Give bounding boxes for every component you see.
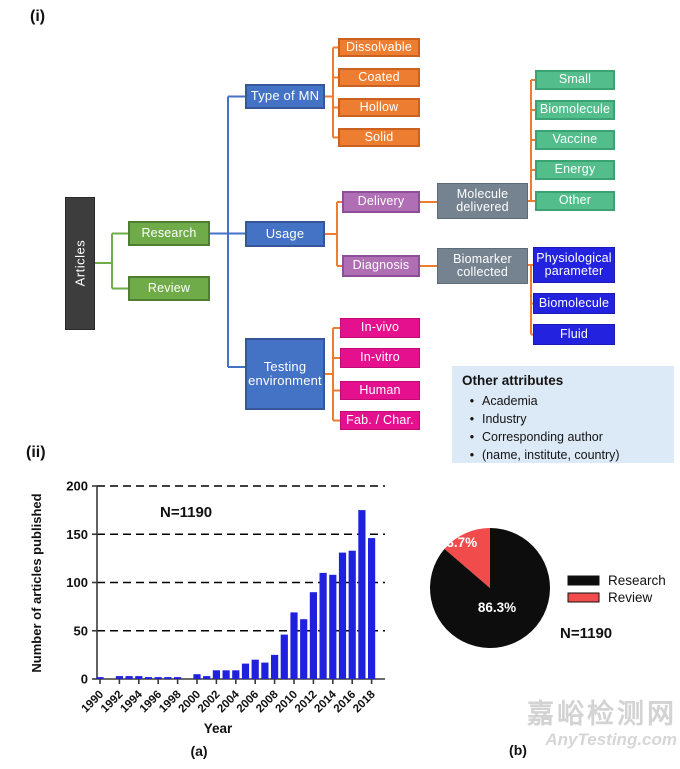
bar-2015 bbox=[338, 552, 347, 679]
node-small: Small bbox=[535, 70, 615, 90]
bar-2013 bbox=[319, 572, 327, 679]
list-item: • Academia bbox=[462, 392, 664, 410]
pie-percentage-label: 86.3% bbox=[478, 600, 516, 615]
other-attributes-title: Other attributes bbox=[462, 373, 564, 388]
connector-green bbox=[95, 232, 128, 290]
node-hollow: Hollow bbox=[338, 98, 420, 117]
bar-2011 bbox=[300, 619, 308, 679]
node-biomarker-collected: Biomarker collected bbox=[437, 248, 528, 284]
y-axis-label: Number of articles published bbox=[29, 493, 44, 672]
node-energy: Energy bbox=[535, 160, 615, 180]
other-attributes-box: Other attributes • Academia • Industry • Co… bbox=[452, 366, 674, 463]
node-fluid: Fluid bbox=[533, 324, 615, 345]
bar-1998 bbox=[174, 677, 182, 679]
list-item: • Corresponding author bbox=[462, 428, 664, 446]
bullet-icon: • bbox=[469, 394, 475, 408]
node-dissolvable: Dissolvable bbox=[338, 38, 420, 57]
bar-2009 bbox=[280, 634, 288, 679]
pie-slice-research bbox=[430, 528, 551, 648]
panel-ii-label: (ii) bbox=[26, 444, 46, 461]
bar-1990 bbox=[96, 677, 104, 679]
bar-1995 bbox=[144, 677, 153, 679]
legend-swatch-research bbox=[567, 575, 600, 586]
bar-1996 bbox=[154, 677, 162, 679]
bar-1992 bbox=[115, 676, 123, 679]
node-physiological-parameter: Physiological parameter bbox=[533, 247, 615, 283]
watermark-en: AnyTesting.com bbox=[545, 729, 677, 749]
bar-2002 bbox=[212, 670, 220, 679]
watermark: 嘉峪检测网 AnyTesting.com bbox=[527, 699, 677, 750]
y-tick-label: 100 bbox=[66, 575, 88, 590]
node-testing-environment: Testing environment bbox=[245, 338, 325, 410]
bar-2010 bbox=[290, 612, 298, 679]
legend-swatch-review bbox=[567, 592, 600, 603]
bar-1994 bbox=[135, 676, 143, 679]
bullet-icon: • bbox=[469, 448, 475, 462]
bar-2017 bbox=[358, 510, 366, 679]
y-tick-label: 150 bbox=[66, 527, 88, 542]
node-diagnosis: Diagnosis bbox=[342, 255, 420, 277]
bar-1993 bbox=[125, 676, 133, 679]
bar-2008 bbox=[271, 654, 279, 679]
y-tick-label: 200 bbox=[66, 479, 88, 494]
node-coated: Coated bbox=[338, 68, 420, 87]
node-human: Human bbox=[340, 381, 420, 400]
bar-2007 bbox=[261, 662, 269, 679]
bar-chart: 0501001502001990199219941996199820002002… bbox=[29, 479, 385, 736]
node-molecule-delivered: Molecule delivered bbox=[437, 183, 528, 219]
list-item: • (name, institute, country) bbox=[462, 446, 664, 464]
pie-percentage-label: 13.7% bbox=[439, 535, 477, 550]
tree-connectors bbox=[95, 46, 535, 422]
node-research: Research bbox=[128, 221, 210, 246]
list-item: • Industry bbox=[462, 410, 664, 428]
pie-chart: 86.3% 13.7% Research Review N=1190 bbox=[430, 528, 666, 648]
bar-2000 bbox=[193, 674, 201, 679]
x-axis-label: Year bbox=[204, 721, 233, 736]
node-delivery: Delivery bbox=[342, 191, 420, 213]
bullet-icon: • bbox=[469, 412, 475, 426]
node-type-of-mn: Type of MN bbox=[245, 84, 325, 109]
legend-label: Review bbox=[608, 590, 653, 605]
bar-2016 bbox=[348, 550, 356, 679]
connector-blue bbox=[210, 95, 245, 368]
bar-annotation: N=1190 bbox=[160, 504, 212, 521]
node-in-vitro: In-vitro bbox=[340, 348, 420, 368]
node-solid: Solid bbox=[338, 128, 420, 147]
bar-2006 bbox=[251, 659, 259, 679]
node-biomolecule-collected: Biomolecule bbox=[533, 293, 615, 314]
node-in-vivo: In-vivo bbox=[340, 318, 420, 338]
node-review: Review bbox=[128, 276, 210, 301]
bar-2001 bbox=[203, 676, 211, 679]
watermark-cn: 嘉峪检测网 bbox=[527, 699, 677, 729]
node-usage: Usage bbox=[245, 221, 325, 247]
node-fab-char: Fab. / Char. bbox=[340, 411, 420, 430]
node-biomolecule-delivered: Biomolecule bbox=[535, 100, 615, 120]
pie-annotation: N=1190 bbox=[560, 625, 612, 642]
legend-label: Research bbox=[608, 573, 666, 588]
node-articles: Articles bbox=[65, 197, 95, 330]
panel-i-label: (i) bbox=[30, 8, 46, 25]
bullet-icon: • bbox=[469, 430, 475, 444]
bar-2004 bbox=[232, 670, 240, 679]
bar-1997 bbox=[164, 677, 172, 679]
node-other: Other bbox=[535, 191, 615, 211]
y-tick-label: 0 bbox=[81, 672, 88, 687]
y-tick-label: 50 bbox=[74, 623, 88, 638]
bar-2018 bbox=[368, 538, 376, 679]
connector-orange bbox=[325, 46, 535, 422]
pie-slice-review bbox=[444, 528, 490, 588]
panel-a-label: (a) bbox=[190, 743, 208, 759]
bar-2003 bbox=[222, 670, 230, 679]
bar-2014 bbox=[329, 574, 337, 679]
panel-b-label: (b) bbox=[509, 742, 527, 758]
node-vaccine: Vaccine bbox=[535, 130, 615, 150]
x-tick-label: 2018 bbox=[351, 688, 378, 715]
bar-2012 bbox=[309, 592, 317, 679]
bar-2005 bbox=[241, 663, 250, 679]
